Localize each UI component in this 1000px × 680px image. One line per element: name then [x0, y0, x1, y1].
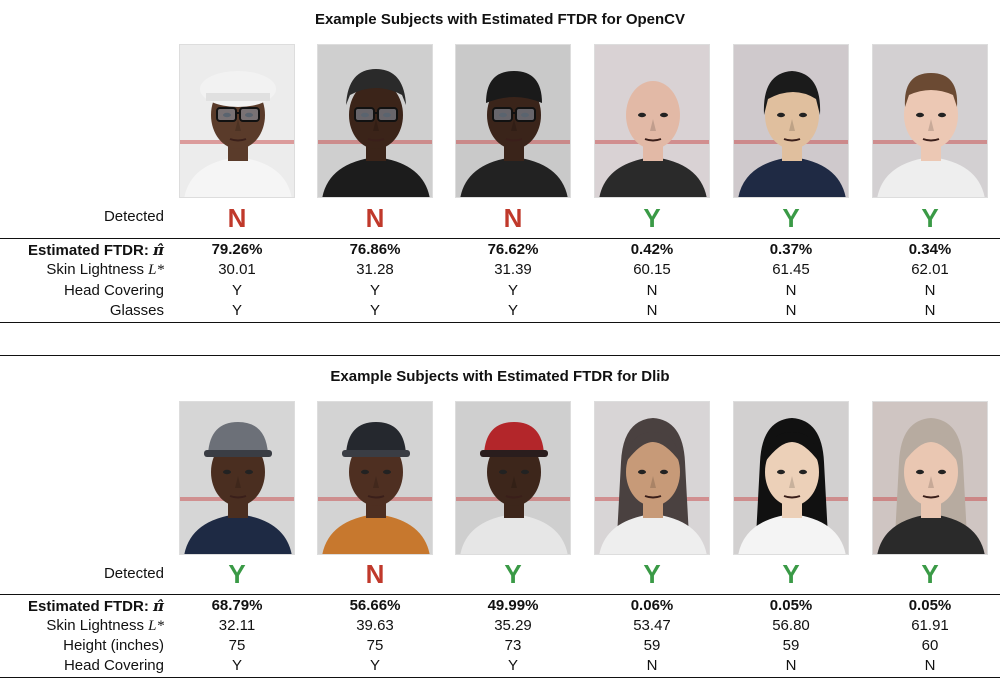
- detected-indicator: N: [365, 203, 385, 233]
- subject-photo: [733, 401, 849, 555]
- ftdr-value: 49.99%: [487, 597, 539, 614]
- height-value: 59: [643, 637, 661, 654]
- head-covering-value: Y: [231, 657, 242, 674]
- row-label-head-covering: Head Covering: [63, 657, 164, 674]
- table-rule: [0, 238, 1000, 239]
- table-rule: [0, 677, 1000, 678]
- detected-indicator: Y: [921, 559, 939, 589]
- height-value: 60: [921, 637, 939, 654]
- skin-lightness-value: 31.39: [494, 261, 532, 278]
- height-value: 73: [504, 637, 522, 654]
- height-value: 75: [366, 637, 384, 654]
- subject-photo: [455, 44, 571, 198]
- ftdr-value: 56.66%: [349, 597, 401, 614]
- ftdr-value: 79.26%: [211, 241, 263, 258]
- row-label-ftdr: Estimated FTDR: π̂: [28, 241, 164, 259]
- detected-indicator: Y: [504, 559, 522, 589]
- row-label-glasses: Glasses: [109, 302, 164, 319]
- glasses-value: Y: [507, 302, 518, 319]
- row-label-skin: Skin Lightness L*: [46, 617, 164, 634]
- detected-indicator: Y: [643, 559, 661, 589]
- row-label-skin: Skin Lightness L*: [46, 261, 164, 278]
- ftdr-value: 0.42%: [630, 241, 674, 258]
- detected-indicator: Y: [228, 559, 246, 589]
- head-covering-value: N: [785, 657, 797, 674]
- detected-indicator: N: [503, 203, 523, 233]
- skin-lightness-value: 32.11: [218, 617, 256, 634]
- skin-lightness-value: 39.63: [356, 617, 394, 634]
- head-covering-value: Y: [507, 657, 518, 674]
- subject-photo: [179, 44, 295, 198]
- subject-photo: [872, 44, 988, 198]
- head-covering-value: N: [646, 657, 658, 674]
- detected-indicator: Y: [921, 203, 939, 233]
- subject-photo: [179, 401, 295, 555]
- detected-indicator: Y: [782, 559, 800, 589]
- head-covering-value: N: [785, 282, 797, 299]
- row-label-height: Height (inches): [63, 637, 164, 654]
- head-covering-value: Y: [369, 657, 380, 674]
- subject-photo: [317, 44, 433, 198]
- skin-lightness-value: 56.80: [772, 617, 810, 634]
- skin-lightness-value: 53.47: [633, 617, 671, 634]
- subject-photo: [317, 401, 433, 555]
- subject-photo: [733, 44, 849, 198]
- skin-lightness-value: 30.01: [218, 261, 256, 278]
- panel-title-dlib: Example Subjects with Estimated FTDR for…: [330, 368, 670, 385]
- subject-photo: [594, 44, 710, 198]
- ftdr-value: 0.05%: [908, 597, 952, 614]
- head-covering-value: Y: [231, 282, 242, 299]
- ftdr-value: 68.79%: [211, 597, 263, 614]
- ftdr-value: 0.34%: [908, 241, 952, 258]
- subject-photo: [594, 401, 710, 555]
- skin-lightness-value: 31.28: [356, 261, 394, 278]
- glasses-value: N: [785, 302, 797, 319]
- ftdr-value: 0.06%: [630, 597, 674, 614]
- skin-lightness-value: 61.45: [772, 261, 810, 278]
- skin-lightness-value: 60.15: [633, 261, 671, 278]
- ftdr-value: 0.05%: [769, 597, 813, 614]
- subject-photo: [455, 401, 571, 555]
- glasses-value: Y: [369, 302, 380, 319]
- detected-indicator: Y: [643, 203, 661, 233]
- detected-indicator: N: [365, 559, 385, 589]
- height-value: 59: [782, 637, 800, 654]
- panel-separator: [0, 355, 1000, 356]
- skin-lightness-value: 61.91: [911, 617, 949, 634]
- row-label-detected: Detected: [103, 208, 164, 225]
- skin-lightness-value: 62.01: [911, 261, 949, 278]
- glasses-value: N: [924, 302, 936, 319]
- ftdr-value: 76.86%: [349, 241, 401, 258]
- panel-title-opencv: Example Subjects with Estimated FTDR for…: [314, 11, 686, 28]
- height-value: 75: [228, 637, 246, 654]
- head-covering-value: Y: [507, 282, 518, 299]
- detected-indicator: Y: [782, 203, 800, 233]
- ftdr-value: 76.62%: [487, 241, 539, 258]
- ftdr-value: 0.37%: [769, 241, 813, 258]
- glasses-value: N: [646, 302, 658, 319]
- head-covering-value: Y: [369, 282, 380, 299]
- table-rule: [0, 322, 1000, 323]
- row-label-ftdr: Estimated FTDR: π̂: [28, 597, 164, 615]
- head-covering-value: N: [646, 282, 658, 299]
- glasses-value: Y: [231, 302, 242, 319]
- table-rule: [0, 594, 1000, 595]
- detected-indicator: N: [227, 203, 247, 233]
- subject-photo: [872, 401, 988, 555]
- row-label-detected: Detected: [103, 565, 164, 582]
- head-covering-value: N: [924, 657, 936, 674]
- row-label-head-covering: Head Covering: [63, 282, 164, 299]
- head-covering-value: N: [924, 282, 936, 299]
- skin-lightness-value: 35.29: [494, 617, 532, 634]
